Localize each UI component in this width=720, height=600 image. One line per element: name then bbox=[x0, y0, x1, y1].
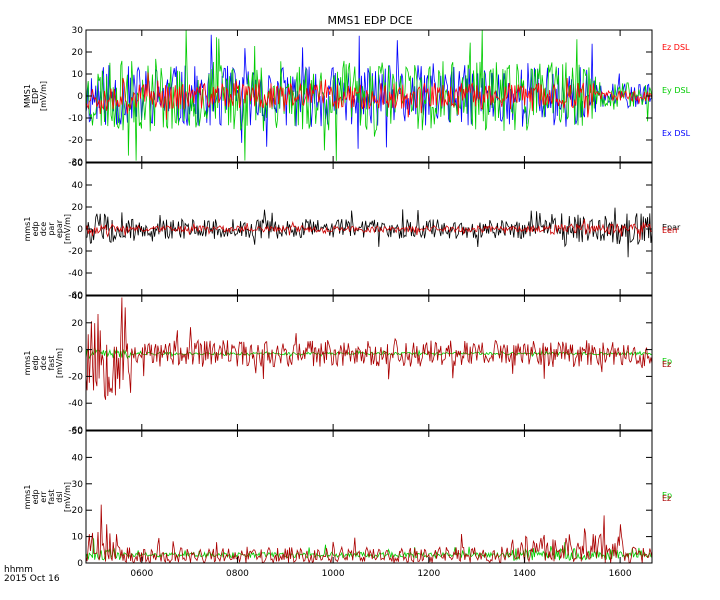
legend-ep: Ep bbox=[662, 491, 672, 500]
ylabel-line: [mV/m] bbox=[39, 81, 48, 111]
ytick-label: 0 bbox=[77, 225, 83, 235]
ylabel-line: dce bbox=[39, 222, 48, 236]
ytick-label: 10 bbox=[72, 533, 84, 543]
ytick-label: 50 bbox=[72, 427, 84, 437]
ylabel-line: MMS1 bbox=[23, 84, 32, 108]
ylabel-line: [mV/m] bbox=[55, 348, 64, 378]
legend-ep: Ep bbox=[662, 357, 672, 366]
ylabel-line: [mV/m] bbox=[63, 482, 72, 512]
ytick-label: 10 bbox=[72, 70, 84, 80]
ytick-label: -60 bbox=[68, 291, 83, 301]
ylabel-line: dce bbox=[39, 356, 48, 370]
ytick-label: -20 bbox=[68, 372, 83, 382]
panel-2-traces bbox=[86, 207, 652, 258]
panel-1: 30 20 10 0 -10 -20 -30 MMS1 EDP [mV/m] Ex DSL Ey DS… bbox=[23, 26, 691, 168]
ylabel-line: edp bbox=[31, 489, 40, 504]
ytick-label: 60 bbox=[72, 159, 84, 169]
panel-3-frame bbox=[85, 295, 653, 431]
panel-1-traces bbox=[86, 30, 652, 161]
xtick-label: 0600 bbox=[130, 569, 153, 579]
legend-ez: Ez bbox=[662, 494, 671, 503]
ytick-label: -30 bbox=[68, 158, 83, 168]
ytick-label: -40 bbox=[68, 399, 83, 409]
ytick-label: 20 bbox=[72, 506, 84, 516]
ylabel-line: mms1 bbox=[23, 351, 32, 376]
ylabel-line: dsl bbox=[55, 491, 64, 502]
ytick-label: 40 bbox=[72, 292, 84, 302]
ylabel-line: mms1 bbox=[23, 485, 32, 510]
ylabel-line: fast bbox=[47, 355, 56, 370]
ytick-label: 20 bbox=[72, 203, 84, 213]
legend-ez-dsl: Ez DSL bbox=[662, 43, 690, 52]
ytick-label: 30 bbox=[72, 26, 84, 36]
legend-ex-dsl: Ex DSL bbox=[662, 129, 691, 138]
legend-ey-dsl: Ey DSL bbox=[662, 86, 691, 95]
ylabel-line: edp bbox=[31, 221, 40, 236]
ytick-label: -60 bbox=[68, 426, 83, 436]
xtick-label: 1600 bbox=[609, 569, 632, 579]
panel-3-traces bbox=[86, 297, 652, 400]
panel-4-traces bbox=[86, 504, 652, 563]
ytick-label: 20 bbox=[72, 319, 84, 329]
footer-xlabel: hhmm bbox=[4, 565, 33, 575]
footer-date: 2015 Oct 16 bbox=[4, 574, 60, 584]
ylabel-line: [mV/m] bbox=[63, 214, 72, 244]
series-ez bbox=[86, 297, 652, 400]
ylabel-line: err bbox=[39, 491, 48, 503]
panel-4-frame bbox=[85, 430, 653, 564]
ytick-label: 0 bbox=[77, 559, 83, 569]
ylabel-line: par bbox=[47, 222, 56, 236]
chart-title: MMS1 EDP DCE bbox=[327, 14, 412, 27]
ytick-label: 40 bbox=[72, 453, 84, 463]
ytick-label: -20 bbox=[68, 247, 83, 257]
legend-epar: Epar bbox=[662, 223, 681, 232]
ytick-label: 40 bbox=[72, 181, 84, 191]
legend-ez: Ez bbox=[662, 360, 671, 369]
series-ez-dsl bbox=[86, 72, 652, 120]
ytick-label: -10 bbox=[68, 114, 83, 124]
series-ez bbox=[86, 504, 652, 563]
xtick-label: 1400 bbox=[513, 569, 536, 579]
ylabel-line: edp bbox=[31, 355, 40, 370]
ylabel-line: mms1 bbox=[23, 217, 32, 242]
ylabel-line: EDP bbox=[31, 88, 40, 104]
ytick-label: 0 bbox=[77, 346, 83, 356]
ylabel-line: fast bbox=[47, 489, 56, 504]
ytick-label: 20 bbox=[72, 48, 84, 58]
xtick-label: 1200 bbox=[417, 569, 440, 579]
xtick-label: 0800 bbox=[226, 569, 249, 579]
series-ep bbox=[86, 538, 652, 561]
ytick-label: 30 bbox=[72, 480, 84, 490]
series-epar bbox=[86, 207, 652, 258]
ytick-label: -40 bbox=[68, 269, 83, 279]
ylabel-line: epar bbox=[55, 219, 64, 238]
ytick-label: -20 bbox=[68, 136, 83, 146]
series-eerr bbox=[86, 219, 652, 240]
panel-2: 60 40 20 0 -20 -40 -60 mms1 edp dce par epar [mV/m] E… bbox=[23, 159, 681, 301]
legend-eerr: Eerr bbox=[662, 226, 679, 235]
ytick-label: 0 bbox=[77, 92, 83, 102]
xtick-label: 1000 bbox=[322, 569, 345, 579]
